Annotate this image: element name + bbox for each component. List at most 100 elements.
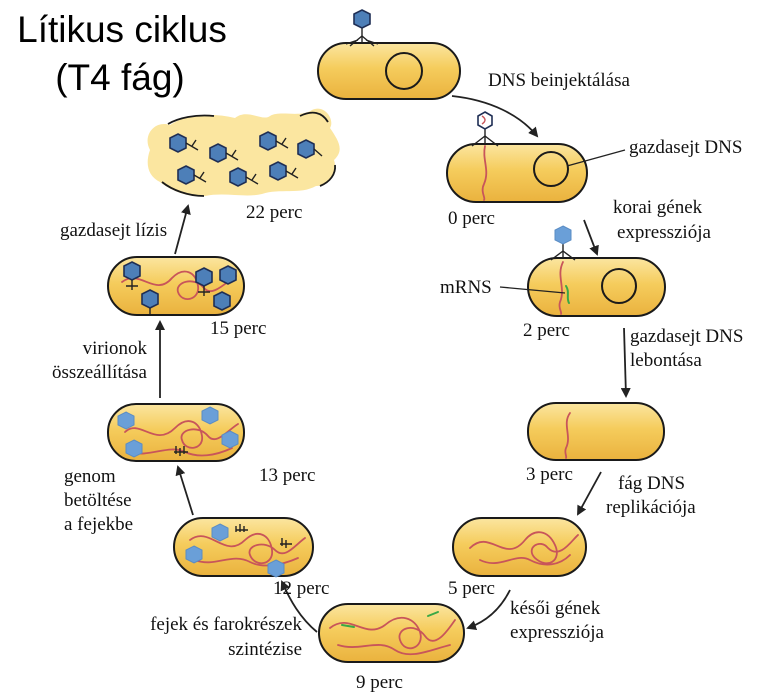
replicated-dna-2 bbox=[479, 554, 571, 566]
phage-tail-fibers bbox=[280, 538, 292, 548]
phage-virion bbox=[297, 139, 315, 159]
phage-attached bbox=[345, 9, 379, 47]
phage-head bbox=[123, 261, 141, 281]
time-22min: 22 perc bbox=[246, 202, 302, 223]
label-genome-loading-1: genom bbox=[64, 466, 116, 487]
label-heads-tails-2: szintézise bbox=[228, 639, 302, 660]
arrow-phage-replication bbox=[577, 471, 602, 516]
phage-head bbox=[141, 289, 159, 309]
host-nucleoid bbox=[601, 268, 637, 304]
cell-2min bbox=[527, 225, 666, 317]
bacterium-cell bbox=[527, 402, 665, 461]
phage-tail bbox=[198, 286, 210, 296]
phage-injecting bbox=[471, 111, 499, 147]
phage-head bbox=[219, 265, 237, 285]
phage-dna bbox=[124, 420, 239, 449]
cell-5min bbox=[452, 517, 587, 577]
bacterium-cell bbox=[318, 603, 465, 663]
label-phage-replication-1: fág DNS bbox=[618, 473, 685, 494]
cell-wall-fragment bbox=[319, 164, 336, 187]
phage-head bbox=[195, 267, 213, 287]
time-3min: 3 perc bbox=[526, 464, 573, 485]
label-host-degradation-1: gazdasejt DNS bbox=[630, 326, 743, 347]
cell-3min bbox=[527, 402, 665, 461]
label-host-dna: gazdasejt DNS bbox=[629, 137, 742, 158]
cell-wall-fragment bbox=[167, 114, 215, 125]
phage-head bbox=[185, 545, 203, 564]
replicated-dna bbox=[469, 531, 579, 565]
cell-wall-fragment bbox=[299, 111, 329, 123]
time-15min: 15 perc bbox=[210, 318, 266, 339]
arrow-late-genes bbox=[466, 589, 511, 631]
host-nucleoid bbox=[533, 151, 569, 187]
pointer-mrna bbox=[499, 286, 566, 294]
time-12min: 12 perc bbox=[273, 578, 329, 599]
label-host-degradation-2: lebontása bbox=[630, 350, 702, 371]
phage-dna bbox=[558, 261, 564, 315]
phage-head bbox=[117, 411, 135, 430]
label-genome-loading-3: a fejekbe bbox=[64, 514, 133, 535]
arrow-heads-tails bbox=[280, 580, 318, 633]
phage-dna bbox=[329, 616, 456, 650]
title-line-2: (T4 fág) bbox=[55, 57, 185, 98]
cell-attachment bbox=[317, 9, 461, 100]
bacterium-cell bbox=[527, 257, 666, 317]
label-lysis: gazdasejt lízis bbox=[60, 220, 167, 241]
phage-head bbox=[211, 523, 229, 542]
label-mrna: mRNS bbox=[440, 277, 492, 298]
label-heads-tails-1: fejek és farokrészek bbox=[150, 614, 302, 635]
phage-virion bbox=[229, 167, 247, 187]
cell-wall-fragment bbox=[161, 181, 205, 197]
label-phage-replication-2: replikációja bbox=[606, 497, 696, 518]
phage-head bbox=[213, 291, 231, 311]
mrna-strand-2 bbox=[427, 611, 439, 617]
phage-tail-fibers bbox=[174, 446, 188, 456]
time-2min: 2 perc bbox=[523, 320, 570, 341]
label-early-genes-2: expressziója bbox=[617, 222, 711, 243]
arrow-early-genes bbox=[583, 219, 599, 256]
phage-head bbox=[201, 406, 219, 425]
time-5min: 5 perc bbox=[448, 578, 495, 599]
label-virion-assembly-1: virionok bbox=[83, 338, 148, 359]
time-13min: 13 perc bbox=[259, 465, 315, 486]
injected-phage-dna bbox=[481, 145, 488, 201]
phage-attached bbox=[550, 225, 576, 261]
arrow-genome-loading bbox=[175, 465, 194, 516]
phage-tails bbox=[185, 137, 323, 185]
label-early-genes-1: korai gének bbox=[613, 197, 703, 218]
phage-head bbox=[125, 439, 143, 458]
label-dns-injection: DNS beinjektálása bbox=[488, 70, 631, 91]
phage-head bbox=[221, 430, 239, 449]
title-line-1: Lítikus ciklus bbox=[17, 9, 227, 50]
label-late-genes-1: késői gének bbox=[510, 598, 601, 619]
arrow-host-degradation bbox=[620, 327, 631, 398]
phage-dna bbox=[564, 412, 571, 459]
cell-13min bbox=[107, 403, 245, 462]
cell-15min bbox=[107, 256, 245, 316]
label-virion-assembly-2: összeállítása bbox=[52, 362, 148, 383]
phage-dna bbox=[189, 533, 306, 564]
phage-head bbox=[267, 559, 285, 578]
mrna-strand bbox=[565, 285, 570, 304]
mrna-strand bbox=[341, 624, 355, 628]
label-genome-loading-2: betöltése bbox=[64, 490, 132, 511]
time-0min: 0 perc bbox=[448, 208, 495, 229]
arrow-dns-injection bbox=[451, 95, 539, 138]
phage-virion bbox=[169, 133, 187, 153]
bacterium-cell bbox=[446, 143, 588, 203]
bacterium-cell bbox=[317, 42, 461, 100]
host-nucleoid bbox=[385, 52, 423, 90]
cell-0min bbox=[446, 111, 588, 203]
pointer-host-dna bbox=[566, 149, 626, 167]
phage-virion bbox=[177, 165, 195, 185]
time-9min: 9 perc bbox=[356, 672, 403, 693]
phage-tail bbox=[126, 280, 138, 290]
label-late-genes-2: expressziója bbox=[510, 622, 604, 643]
arrow-lysis bbox=[174, 204, 191, 255]
phage-dna-2 bbox=[337, 644, 451, 656]
cell-9min bbox=[318, 603, 465, 663]
phage-tail-fibers bbox=[235, 524, 248, 532]
phage-virion bbox=[209, 143, 227, 163]
